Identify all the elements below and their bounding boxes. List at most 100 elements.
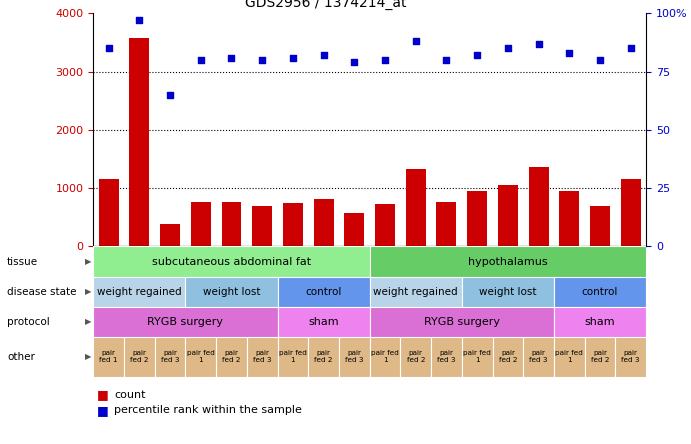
Bar — [99, 179, 119, 246]
Text: ▶: ▶ — [84, 317, 91, 326]
Point — [226, 54, 237, 61]
Point — [349, 59, 360, 66]
Text: ■: ■ — [97, 404, 108, 417]
Text: weight lost: weight lost — [479, 287, 537, 297]
Bar — [437, 202, 457, 246]
Bar — [185, 337, 216, 377]
Bar — [124, 337, 155, 377]
Point — [256, 56, 267, 63]
Text: protocol: protocol — [7, 317, 50, 327]
Bar — [160, 224, 180, 246]
Bar — [400, 337, 431, 377]
Bar — [493, 337, 523, 377]
Text: pair fed
1: pair fed 1 — [463, 350, 491, 364]
Bar — [278, 277, 370, 307]
Point — [318, 52, 329, 59]
Point — [533, 40, 544, 47]
Bar — [308, 337, 339, 377]
Bar — [314, 199, 334, 246]
Text: sham: sham — [308, 317, 339, 327]
Text: weight regained: weight regained — [97, 287, 182, 297]
Bar — [129, 38, 149, 246]
Bar — [283, 203, 303, 246]
Text: percentile rank within the sample: percentile rank within the sample — [114, 405, 302, 415]
Title: GDS2956 / 1374214_at: GDS2956 / 1374214_at — [245, 0, 406, 10]
Bar — [585, 337, 616, 377]
Bar — [155, 337, 185, 377]
Point — [564, 49, 575, 56]
Text: pair fed
1: pair fed 1 — [371, 350, 399, 364]
Text: ▶: ▶ — [84, 257, 91, 266]
Text: pair
fed 3: pair fed 3 — [253, 350, 272, 364]
Bar — [344, 213, 364, 246]
Bar — [93, 246, 370, 277]
Text: control: control — [305, 287, 342, 297]
Point — [625, 45, 636, 52]
Text: RYGB surgery: RYGB surgery — [147, 317, 223, 327]
Text: pair
fed 3: pair fed 3 — [161, 350, 179, 364]
Text: count: count — [114, 390, 146, 400]
Point — [196, 56, 207, 63]
Text: pair
fed 2: pair fed 2 — [314, 350, 333, 364]
Bar — [498, 185, 518, 246]
Bar — [370, 277, 462, 307]
Bar — [375, 204, 395, 246]
Bar — [616, 337, 646, 377]
Text: pair
fed 3: pair fed 3 — [621, 350, 640, 364]
Bar — [590, 206, 610, 246]
Bar — [370, 246, 646, 277]
Text: weight lost: weight lost — [202, 287, 261, 297]
Point — [594, 56, 605, 63]
Text: pair fed
1: pair fed 1 — [279, 350, 307, 364]
Bar — [278, 307, 370, 337]
Point — [502, 45, 513, 52]
Text: sham: sham — [585, 317, 615, 327]
Bar — [523, 337, 554, 377]
Bar — [467, 191, 487, 246]
Bar — [621, 179, 641, 246]
Text: pair
fed 2: pair fed 2 — [223, 350, 240, 364]
Bar — [252, 206, 272, 246]
Text: pair
fed 3: pair fed 3 — [437, 350, 455, 364]
Text: tissue: tissue — [7, 257, 38, 266]
Point — [410, 38, 422, 45]
Text: RYGB surgery: RYGB surgery — [424, 317, 500, 327]
Text: pair
fed 2: pair fed 2 — [406, 350, 425, 364]
Text: other: other — [7, 352, 35, 362]
Text: ▶: ▶ — [84, 287, 91, 296]
Point — [103, 45, 114, 52]
Point — [441, 56, 452, 63]
Text: disease state: disease state — [7, 287, 77, 297]
Bar — [431, 337, 462, 377]
Bar — [93, 337, 124, 377]
Text: ▶: ▶ — [84, 353, 91, 361]
Text: pair
fed 3: pair fed 3 — [345, 350, 363, 364]
Bar — [554, 337, 585, 377]
Bar — [529, 167, 549, 246]
Bar — [278, 337, 308, 377]
Bar — [216, 337, 247, 377]
Point — [134, 17, 145, 24]
Bar — [559, 191, 579, 246]
Text: pair
fed 3: pair fed 3 — [529, 350, 548, 364]
Bar — [93, 277, 185, 307]
Bar — [191, 202, 211, 246]
Text: pair
fed 2: pair fed 2 — [130, 350, 149, 364]
Bar — [93, 307, 278, 337]
Point — [287, 54, 299, 61]
Bar — [462, 337, 493, 377]
Bar — [339, 337, 370, 377]
Bar — [247, 337, 278, 377]
Bar — [370, 337, 400, 377]
Bar — [462, 277, 554, 307]
Point — [164, 91, 176, 99]
Text: pair fed
1: pair fed 1 — [187, 350, 215, 364]
Text: control: control — [582, 287, 618, 297]
Text: subcutaneous abdominal fat: subcutaneous abdominal fat — [152, 257, 311, 266]
Bar — [406, 169, 426, 246]
Text: hypothalamus: hypothalamus — [468, 257, 548, 266]
Bar — [554, 277, 646, 307]
Bar — [222, 202, 241, 246]
Text: pair
fed 2: pair fed 2 — [499, 350, 517, 364]
Text: weight regained: weight regained — [373, 287, 458, 297]
